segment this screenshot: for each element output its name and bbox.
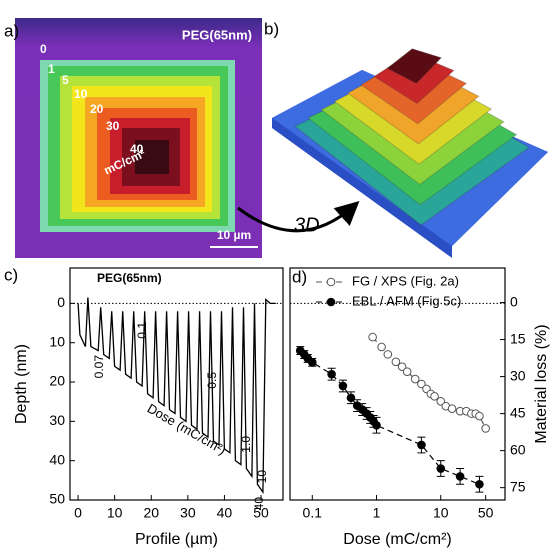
x-tick-label: 10 — [433, 505, 449, 521]
point — [410, 374, 420, 384]
legend-marker — [326, 277, 336, 287]
dose-label: 5 — [62, 73, 69, 87]
point — [391, 357, 401, 367]
dose-label: 0.5 — [205, 372, 219, 389]
point — [383, 350, 393, 359]
dose-label: 0 — [40, 42, 47, 56]
plot-frame — [69, 267, 284, 501]
x-tick-label: 50 — [253, 505, 269, 521]
y-tick-label: 0 — [57, 294, 65, 310]
x-tick-label: 10 — [107, 505, 123, 521]
panel-title: PEG(65nm) — [182, 27, 252, 42]
point — [436, 464, 446, 473]
point — [346, 393, 356, 403]
x-tick-label: 0.1 — [303, 505, 323, 521]
y2-axis-label: Material loss (%) — [533, 324, 550, 443]
panel-label: d) — [292, 267, 307, 286]
point — [481, 424, 490, 433]
y-tick-label: 20 — [49, 373, 65, 389]
heatmap-panel: a) PEG(65nm) 0 1 5 10 20 30 40 mC/cm² 10… — [4, 18, 262, 258]
arrow — [237, 200, 360, 233]
y-axis-label: Depth (nm) — [13, 344, 30, 424]
point — [475, 479, 484, 489]
y2-tick-label: 0 — [510, 293, 518, 309]
point — [402, 367, 412, 376]
point — [327, 369, 336, 379]
x-tick-label: 50 — [478, 505, 494, 521]
point — [338, 381, 348, 391]
point — [475, 411, 484, 421]
x-axis-label: Profile (µm) — [135, 531, 218, 548]
point — [377, 342, 386, 352]
profile-line — [77, 297, 276, 495]
point — [307, 358, 317, 367]
y2-tick-label: 15 — [510, 330, 526, 346]
surface-3d: b) 3D — [237, 19, 548, 258]
dose-label: 0.07 — [92, 355, 106, 379]
dose-label: 40 — [252, 497, 266, 511]
dose-label: 40 — [130, 142, 144, 156]
x-axis-label: Dose (mC/cm²) — [343, 531, 451, 548]
panel-label: b) — [264, 19, 279, 38]
panel-label: a) — [4, 21, 19, 40]
y2-tick-label: 75 — [510, 478, 526, 494]
y2-tick-label: 60 — [510, 441, 526, 457]
panel-label: c) — [4, 265, 18, 284]
point — [417, 440, 426, 450]
surface-step — [386, 48, 443, 84]
scale-bar-label: 10 µm — [217, 228, 251, 242]
x-tick-label: 0 — [74, 505, 82, 521]
y2-tick-label: 45 — [510, 404, 526, 420]
y-tick-label: 10 — [49, 333, 65, 349]
y2-tick-label: 30 — [510, 367, 526, 383]
x-tick-label: 30 — [180, 505, 196, 521]
y-tick-label: 30 — [49, 412, 65, 428]
x-tick-label: 20 — [143, 505, 159, 521]
legend-label: FG / XPS (Fig. 2a) — [352, 273, 459, 288]
annotation: PEG(65nm) — [97, 271, 162, 285]
legend-label: EBL / AFM (Fig 5c) — [352, 293, 461, 308]
y-tick-label: 40 — [49, 451, 65, 467]
dose-label: 1.0 — [239, 436, 253, 453]
dose-label: 30 — [106, 119, 120, 133]
arrow-label: 3D — [294, 214, 320, 236]
dose-label: 10 — [74, 87, 88, 101]
legend-marker — [326, 297, 336, 307]
point — [447, 404, 457, 413]
dose-label: 10 — [255, 470, 269, 484]
point — [368, 332, 377, 342]
series-line — [299, 350, 480, 485]
plot-frame — [289, 267, 506, 501]
point — [436, 396, 446, 406]
point — [417, 379, 426, 389]
dose-label: 0.1 — [135, 322, 149, 339]
dose-region — [135, 140, 169, 174]
x-tick-label: 40 — [217, 505, 233, 521]
point — [372, 420, 381, 430]
x-tick-label: 1 — [373, 505, 381, 521]
dose-label: 20 — [90, 102, 104, 116]
dose-label: 1 — [48, 62, 55, 76]
point — [455, 472, 465, 481]
point — [397, 362, 407, 372]
y-tick-label: 50 — [49, 491, 65, 507]
point — [430, 392, 439, 401]
